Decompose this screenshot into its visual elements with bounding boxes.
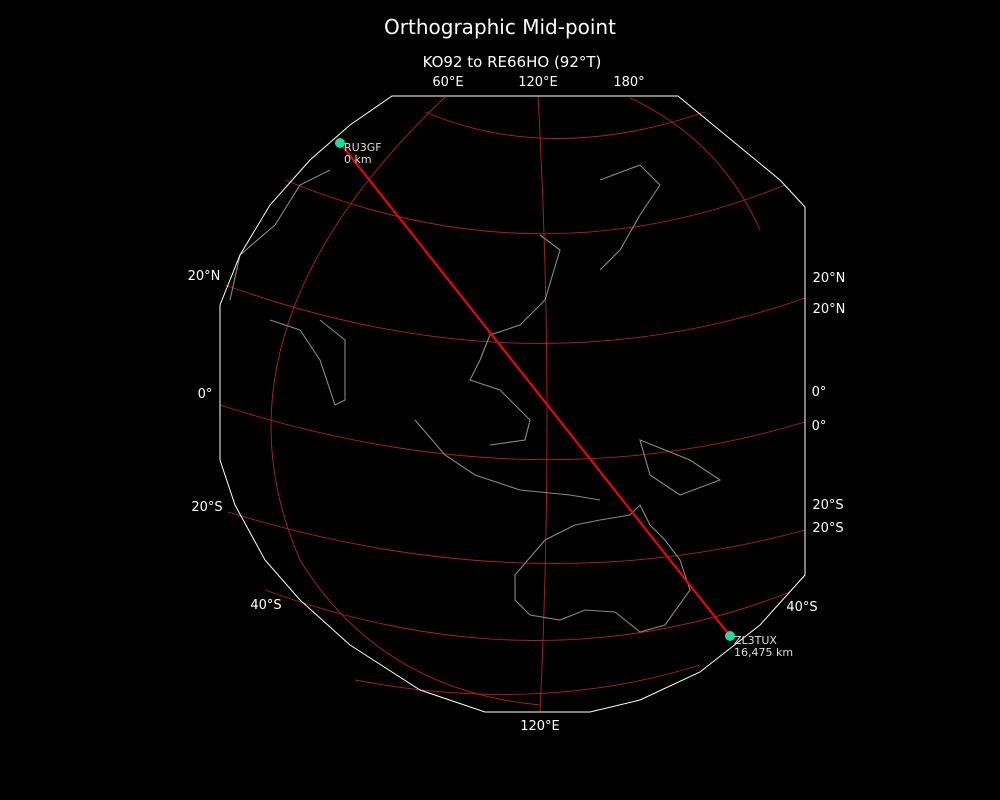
coastlines	[229, 164, 722, 633]
parallel-40n	[284, 179, 786, 235]
label-top: 60°E	[432, 75, 463, 90]
station-marker[interactable]	[725, 631, 735, 641]
parallel-60n	[424, 111, 706, 139]
label-right: 40°S	[786, 600, 817, 615]
parallel-20s	[227, 511, 806, 564]
label-right: 20°S	[812, 521, 843, 536]
label-right: 20°N	[813, 271, 846, 286]
station-call: ZL3TUX	[734, 634, 777, 647]
meridian-120e	[537, 95, 548, 713]
station-marker[interactable]	[335, 138, 345, 148]
map-title: Orthographic Mid-point	[384, 15, 616, 39]
label-top: 180°	[613, 75, 644, 90]
parallel-20n	[224, 284, 806, 344]
station-distance: 0 km	[344, 153, 372, 166]
coast-newguinea	[639, 439, 722, 496]
coast-asia-east	[469, 234, 561, 446]
label-left: 40°S	[250, 598, 281, 613]
label-left: 20°S	[191, 500, 222, 515]
graticule	[219, 95, 806, 713]
coast-indonesia	[414, 419, 601, 501]
station-destination[interactable]: ZL3TUX 16,475 km	[725, 631, 793, 659]
label-top: 120°E	[518, 75, 558, 90]
station-call: RU3GF	[344, 141, 382, 154]
label-bottom: 120°E	[520, 719, 560, 734]
label-right: 0°	[812, 385, 827, 400]
label-right: 20°S	[812, 498, 843, 513]
graticule-labels: 60°E 120°E 180° 120°E 20°N 0° 20°S 40°S …	[188, 75, 846, 734]
station-origin[interactable]: RU3GF 0 km	[335, 138, 382, 166]
label-right: 0°	[812, 419, 827, 434]
map-subtitle: KO92 to RE66HO (92°T)	[423, 53, 602, 71]
coast-japan	[599, 164, 661, 271]
label-left: 0°	[198, 387, 213, 402]
coast-australia	[514, 504, 691, 633]
route-line	[339, 142, 731, 637]
label-left: 20°N	[188, 269, 221, 284]
parallel-60s	[354, 664, 701, 695]
coast-india	[269, 319, 346, 406]
meridian-60e	[270, 96, 541, 706]
globe-outline	[219, 95, 806, 713]
parallel-40s	[264, 589, 791, 641]
label-right: 20°N	[813, 302, 846, 317]
coast-westasia	[229, 169, 331, 301]
meridian-180	[629, 97, 761, 231]
parallel-0	[219, 404, 806, 461]
station-distance: 16,475 km	[734, 646, 793, 659]
